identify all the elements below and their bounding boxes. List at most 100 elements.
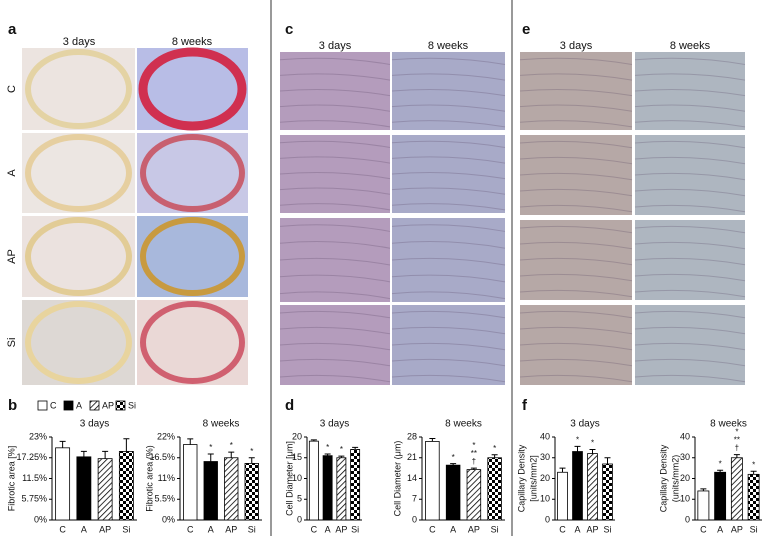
texture: [519, 273, 633, 282]
bar: [55, 447, 71, 521]
error-bar: [450, 463, 457, 466]
y-axis-label: Cell Diameter [μm]: [284, 441, 294, 516]
panel-label: a: [8, 21, 17, 38]
texture: [279, 291, 391, 300]
bar: [322, 455, 333, 521]
error-bar: [338, 455, 345, 458]
bar: [445, 464, 461, 521]
error-bar: [102, 450, 109, 459]
y-tick-label: 40: [680, 431, 690, 441]
bar: [730, 457, 743, 521]
x-tick-label: Si: [122, 524, 130, 534]
bar: [714, 471, 727, 521]
error-bar: [310, 439, 317, 442]
bar: [602, 463, 613, 521]
chart-title: 3 days: [80, 419, 109, 430]
texture: [634, 374, 746, 383]
significance-mark: †: [472, 457, 476, 466]
texture: [519, 326, 633, 335]
panel-label: f: [522, 397, 528, 414]
bar: [118, 451, 134, 521]
y-axis-label: Fibrotic area (%): [144, 445, 154, 512]
micrograph: [392, 305, 505, 385]
y-tick-label: 7: [412, 494, 417, 504]
tissue-ring: [25, 49, 132, 129]
significance-mark: *: [752, 460, 755, 469]
bar: [183, 444, 198, 521]
x-tick-label: A: [450, 524, 456, 534]
tissue-ring: [140, 134, 245, 212]
texture: [634, 342, 746, 351]
x-tick-label: AP: [731, 524, 743, 534]
texture: [519, 225, 633, 234]
y-axis-label: (units/mm2): [670, 455, 680, 503]
texture: [634, 73, 746, 81]
micrograph: [280, 135, 390, 213]
significance-mark: *: [719, 459, 722, 468]
texture: [279, 171, 391, 180]
y-tick-label: 14: [407, 473, 417, 483]
error-bar: [59, 440, 66, 448]
texture: [279, 73, 391, 81]
y-tick-label: 0: [685, 514, 690, 524]
significance-mark: **: [471, 449, 477, 458]
panel-label: d: [285, 397, 294, 414]
bar: [76, 456, 92, 521]
row-label: AP: [6, 249, 18, 264]
y-tick-label: 40: [540, 431, 550, 441]
texture: [391, 310, 506, 319]
error-bar: [324, 453, 331, 456]
legend-swatch: [89, 400, 100, 411]
y-tick-label: 28: [407, 431, 417, 441]
y-tick-label: 23%: [29, 431, 47, 441]
texture: [519, 172, 633, 181]
y-tick-label: 0: [545, 514, 550, 524]
y-tick-label: 30: [680, 452, 690, 462]
y-tick-label: 17.25%: [16, 452, 47, 462]
y-tick-label: 0%: [162, 514, 175, 524]
texture: [279, 257, 391, 266]
y-tick-label: 30: [540, 452, 550, 462]
micrograph: [635, 220, 745, 300]
bar: [487, 457, 502, 521]
texture: [519, 204, 633, 213]
micrographs: [22, 47, 746, 385]
texture: [279, 326, 391, 335]
y-tick-label: 20: [292, 431, 302, 441]
y-tick-label: 5.75%: [21, 494, 47, 504]
texture: [279, 374, 391, 383]
y-tick-label: 15: [292, 452, 302, 462]
texture: [391, 374, 506, 383]
texture: [279, 274, 391, 283]
chart-title: 8 weeks: [445, 419, 482, 430]
texture: [519, 140, 633, 149]
error-bar: [717, 469, 724, 473]
x-tick-label: A: [574, 524, 580, 534]
x-tick-label: C: [429, 524, 436, 534]
x-tick-label: Si: [351, 524, 359, 534]
x-tick-label: AP: [335, 524, 347, 534]
x-tick-label: AP: [99, 524, 111, 534]
texture: [279, 342, 391, 351]
texture: [391, 274, 506, 283]
y-tick-label: 16.5%: [149, 452, 175, 462]
texture: [634, 310, 746, 319]
micrograph: [520, 135, 632, 215]
tissue-ring: [140, 301, 245, 384]
bar: [308, 440, 319, 521]
texture: [634, 120, 746, 128]
error-bar: [604, 457, 611, 464]
y-tick-label: 10: [292, 473, 302, 483]
texture: [391, 326, 506, 335]
micrograph: [137, 300, 248, 385]
texture: [391, 104, 506, 112]
bar: [244, 463, 259, 521]
error-bar: [123, 438, 130, 452]
x-tick-label: AP: [225, 524, 237, 534]
y-tick-label: 22%: [157, 431, 175, 441]
texture: [634, 241, 746, 250]
significance-mark: *: [340, 445, 343, 454]
y-axis-label: Cell Diameter (μm): [392, 441, 402, 517]
error-bar: [491, 454, 498, 458]
error-bar: [750, 470, 757, 475]
